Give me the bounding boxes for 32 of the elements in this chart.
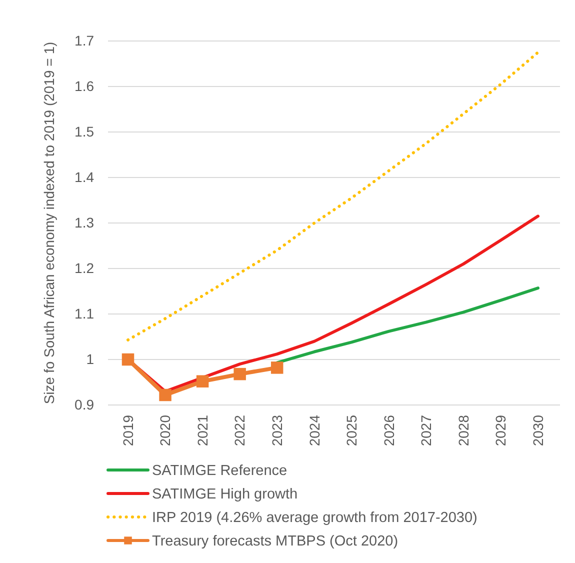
y-tick-label: 1.5: [74, 123, 94, 140]
point: [270, 362, 284, 374]
legend-label: IRP 2019 (4.26% average growth from 2017-2030): [152, 510, 478, 526]
x-tick-label: 2027: [418, 414, 434, 446]
y-tick-label: 0.9: [74, 396, 94, 412]
x-tick-label: 2021: [194, 414, 210, 446]
y-tick-label: 1.3: [74, 214, 94, 230]
y-tick-label: 1.4: [74, 168, 94, 185]
x-tick-label: 2024: [306, 414, 322, 446]
x-tick-label: 2023: [268, 414, 285, 446]
legend-label: SATIMGE High growth: [152, 486, 298, 503]
y-tick-label: 1.6: [74, 78, 94, 94]
x-tick-label: 2030: [530, 414, 546, 446]
point: [122, 353, 134, 366]
y-tick-label: 1.2: [74, 260, 94, 276]
legend-label: SATIMGE Reference: [152, 463, 288, 480]
legend-label: Treasury forecasts MTBPS (Oct 2020): [152, 534, 398, 550]
x-tick-label: 2022: [232, 414, 248, 446]
point: [196, 375, 209, 388]
x-tick-label: 2028: [455, 414, 472, 446]
x-tick-label: 2025: [344, 414, 360, 446]
point: [159, 388, 172, 402]
x-tick-label: 2026: [380, 414, 397, 446]
point: [234, 368, 246, 380]
y-tick-label: 1.7: [74, 32, 94, 48]
y-axis-title: Size fo South African economy indexed to 2019 (2019 = 1): [41, 42, 57, 404]
y-tick-label: 1.1: [74, 305, 94, 322]
y-tick-label: 1: [86, 350, 94, 367]
line-series: [126, 50, 540, 342]
x-tick-label: 2019: [120, 414, 136, 446]
x-tick-label: 2029: [492, 414, 509, 446]
x-tick-label: 2020: [157, 414, 174, 446]
